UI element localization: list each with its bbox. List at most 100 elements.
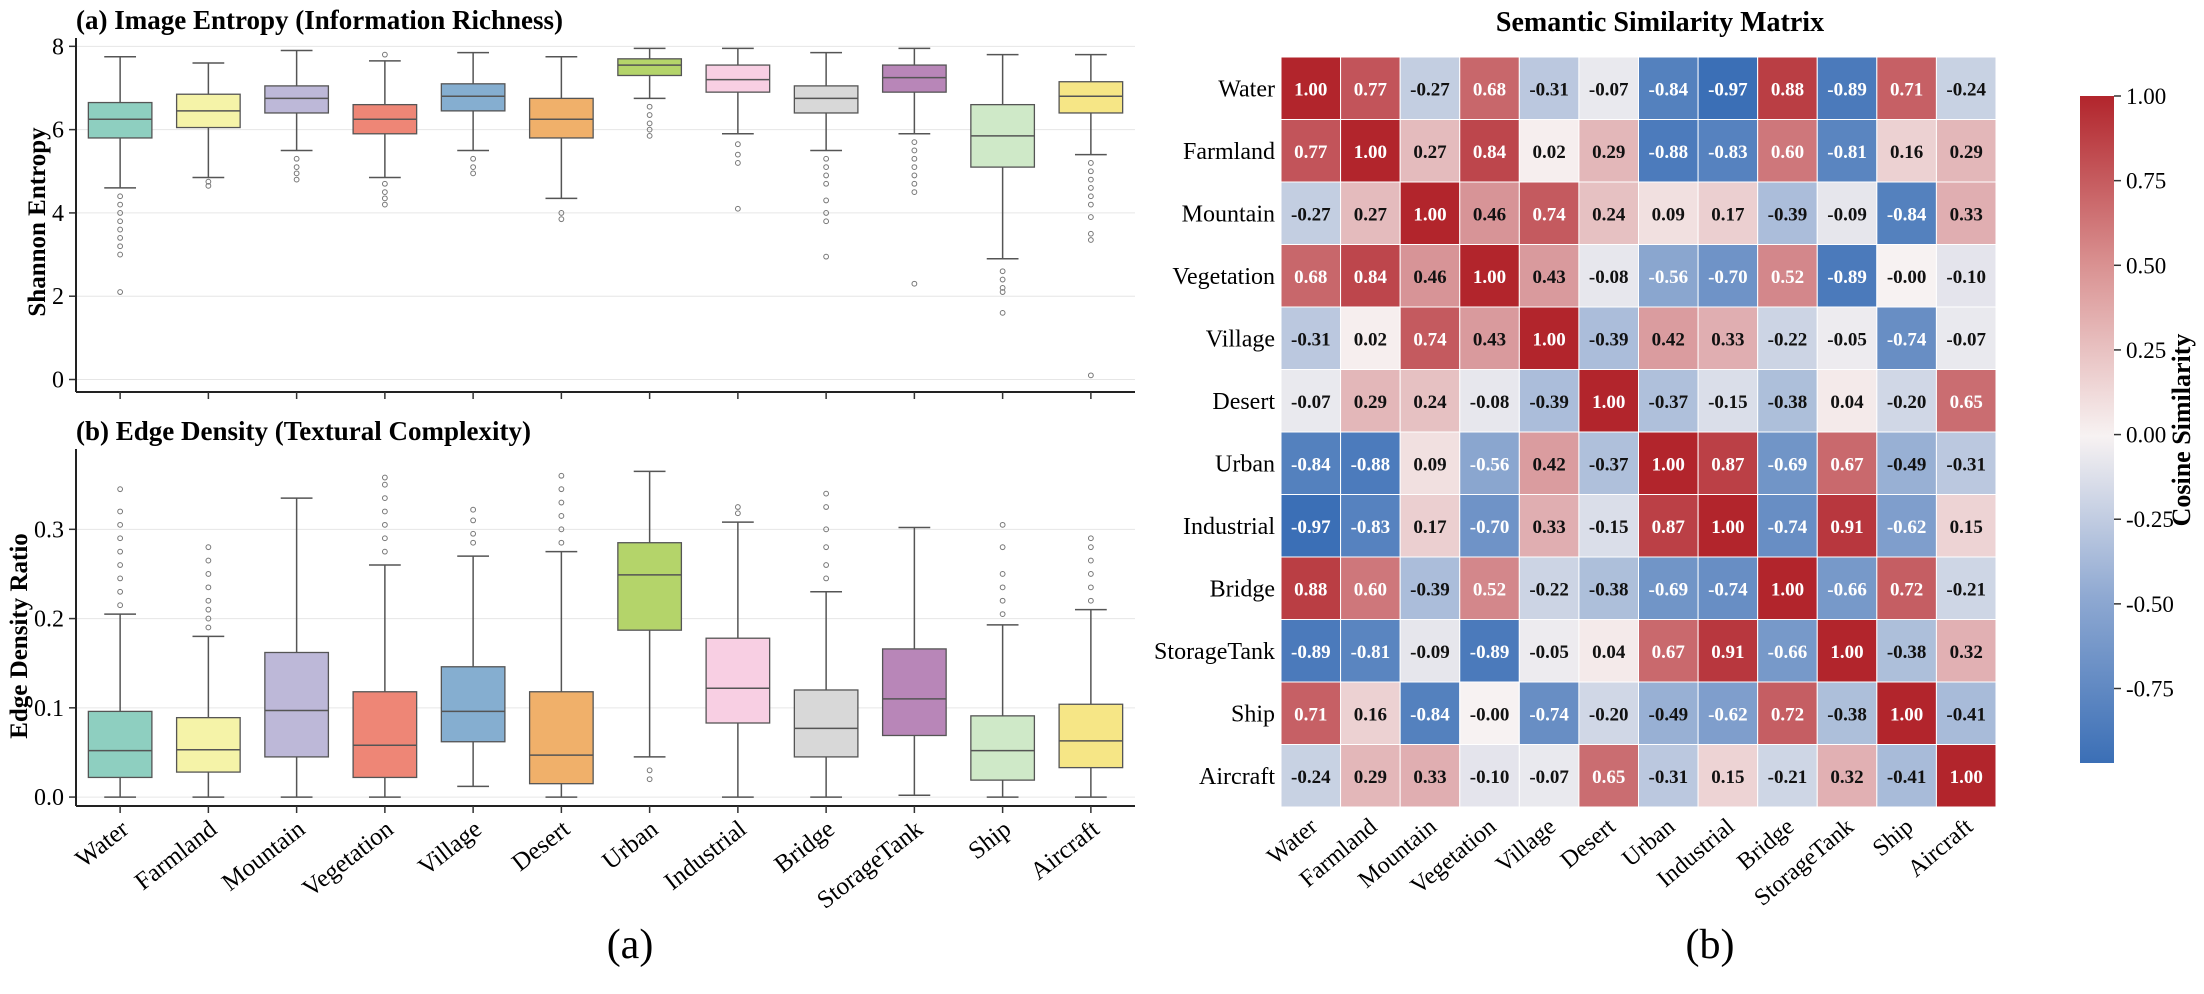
heatmap-row-label: StorageTank: [1154, 639, 1275, 665]
heatmap-value: 0.04: [1592, 642, 1626, 663]
outlier-point: [823, 210, 830, 216]
heatmap-value: 0.29: [1354, 392, 1387, 413]
heatmap-value: 0.33: [1533, 517, 1566, 538]
box-iqr: [87, 101, 153, 139]
y-tick-label: 0.3: [34, 517, 64, 543]
heatmap-value: -0.49: [1649, 704, 1689, 725]
heatmap-cell: [1399, 744, 1461, 808]
heatmap-value: 1.00: [1890, 704, 1923, 725]
outlier-point: [911, 189, 918, 195]
heatmap-value: -0.00: [1887, 267, 1927, 288]
heatmap-cell: [1816, 431, 1878, 495]
box-iqr: [881, 648, 947, 737]
box-iqr: [175, 716, 241, 773]
outlier-point: [1087, 214, 1094, 220]
box-desert: [528, 472, 594, 798]
outlier-point: [558, 526, 565, 533]
heatmap-cell: [1757, 119, 1818, 183]
heatmap-cell: [1518, 369, 1580, 433]
heatmap-value: 1.00: [1473, 267, 1506, 288]
outlier-point: [911, 280, 918, 287]
heatmap-value: 0.84: [1473, 142, 1507, 163]
outlier-point: [646, 112, 653, 118]
heatmap-cell: [1816, 681, 1878, 745]
heatmap-cell: [1697, 494, 1759, 558]
outlier-point: [117, 218, 124, 225]
heatmap-value: -0.22: [1768, 329, 1808, 350]
heatmap-value: -0.74: [1529, 704, 1569, 725]
outlier-point: [117, 243, 124, 250]
outlier-point: [1087, 535, 1094, 542]
outlier-point: [1087, 193, 1094, 200]
box-vegetation: [352, 474, 418, 798]
outlier-point: [1087, 584, 1094, 591]
heatmap-value: -0.69: [1768, 454, 1808, 475]
outlier-point: [999, 597, 1006, 604]
heatmap-value: -0.41: [1887, 767, 1927, 788]
outlier-point: [999, 268, 1006, 275]
heatmap-col-label: Village: [1491, 814, 1561, 878]
heatmap-value: -0.62: [1887, 517, 1927, 538]
outlier-point: [470, 539, 477, 546]
box-desert: [528, 55, 594, 223]
box-iqr: [528, 691, 594, 785]
colorbar-tick-label: -0.25: [2126, 507, 2174, 532]
outlier-point: [293, 164, 300, 171]
box-farmland: [175, 62, 241, 189]
heatmap-value: -0.07: [1291, 392, 1331, 413]
outlier-point: [205, 178, 212, 185]
y-tick-label: 6: [52, 118, 64, 144]
box-iqr: [1058, 703, 1124, 769]
heatmap-cell: [1280, 556, 1342, 620]
box-iqr: [264, 85, 330, 114]
heatmap-value: -0.37: [1649, 392, 1689, 413]
heatmap-cell: [1697, 556, 1759, 620]
heatmap-value: -0.20: [1887, 392, 1927, 413]
heatmap-value: -0.10: [1946, 267, 1986, 288]
heatmap-value: 0.60: [1354, 579, 1387, 600]
heatmap-value: 0.32: [1950, 642, 1983, 663]
heatmap-cell: [1816, 369, 1878, 433]
outlier-point: [999, 276, 1006, 283]
heatmap-value: 0.91: [1711, 642, 1744, 663]
box-village: [440, 506, 506, 788]
heatmap-value: -0.09: [1410, 642, 1450, 663]
outlier-point: [293, 176, 300, 183]
heatmap-value: 0.43: [1473, 329, 1506, 350]
heatmap-cell: [1518, 556, 1580, 620]
box-iqr: [793, 689, 859, 758]
outlier-point: [558, 499, 565, 506]
outlier-point: [470, 506, 477, 513]
box-bridge: [793, 490, 859, 798]
y-tick-label: 0.2: [34, 607, 64, 633]
heatmap-value: -0.74: [1708, 579, 1748, 600]
outlier-point: [1087, 237, 1094, 243]
outlier-point: [823, 218, 830, 225]
colorbar-tick-label: -0.50: [2126, 592, 2174, 617]
colorbar-tick-label: 0.50: [2126, 253, 2166, 278]
outlier-point: [205, 597, 212, 604]
outlier-point: [381, 51, 388, 58]
heatmap-cell: [1876, 681, 1937, 745]
outlier-point: [823, 504, 830, 510]
heatmap-col-label: Aircraft: [1903, 813, 1978, 882]
outlier-point: [1087, 597, 1094, 604]
heatmap-value: -0.24: [1946, 79, 1986, 100]
outlier-point: [646, 103, 653, 110]
box-iqr: [1058, 81, 1124, 114]
heatmap-value: 0.87: [1652, 517, 1686, 538]
heatmap-cell: [1399, 494, 1461, 558]
outlier-point: [205, 606, 212, 613]
heatmap-value: -0.49: [1887, 454, 1927, 475]
outlier-point: [117, 226, 124, 233]
entropy-ylabel: Shannon Entropy: [24, 127, 51, 317]
outlier-point: [470, 517, 477, 524]
heatmap-cell: [1816, 494, 1878, 558]
heatmap-cell: [1816, 306, 1878, 370]
heatmap-value: -0.38: [1589, 579, 1629, 600]
heatmap-cell: [1935, 181, 1997, 245]
heatmap-cell: [1518, 431, 1580, 495]
x-tick-label: Industrial: [659, 815, 751, 895]
outlier-point: [205, 182, 212, 189]
box-iqr: [793, 85, 859, 114]
